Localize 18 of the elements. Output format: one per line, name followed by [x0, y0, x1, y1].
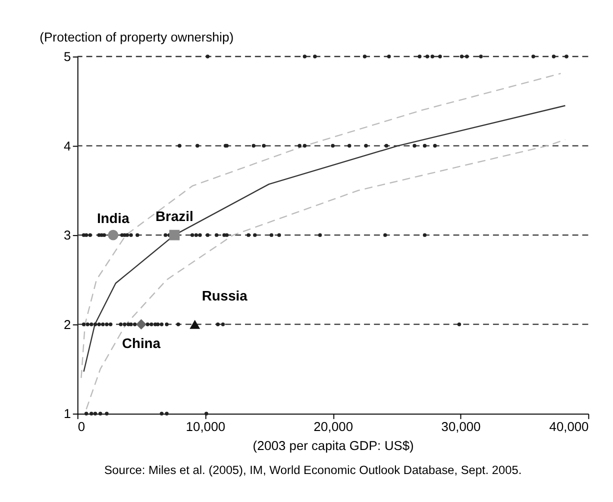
source-note: Source: Miles et al. (2005), IM, World Economic Outlook Database, Sept. 2005.: [104, 463, 522, 478]
x-tick-label: 30,000: [441, 418, 481, 434]
x-axis-title: (2003 per capita GDP: US$): [252, 438, 414, 453]
y-tick-label: 2: [64, 316, 71, 332]
y-tick-label: 1: [64, 406, 71, 422]
y-tick-label: 3: [64, 228, 71, 243]
series-label: Russia: [202, 288, 248, 304]
y-tick-label: 5: [64, 48, 71, 64]
x-tick-label: 40,000: [549, 418, 589, 434]
x-tick-label: 20,000: [314, 418, 353, 434]
y-tick-label: 4: [64, 138, 71, 154]
y-axis-title: (Protection of property ownership): [40, 30, 234, 45]
x-tick-label: 10,000: [186, 418, 226, 434]
x-tick-label: 0: [78, 418, 86, 434]
series-label: Brazil: [156, 208, 194, 224]
line-series: [86, 138, 566, 410]
series-label: China: [122, 335, 161, 352]
series-label: India: [96, 210, 130, 226]
